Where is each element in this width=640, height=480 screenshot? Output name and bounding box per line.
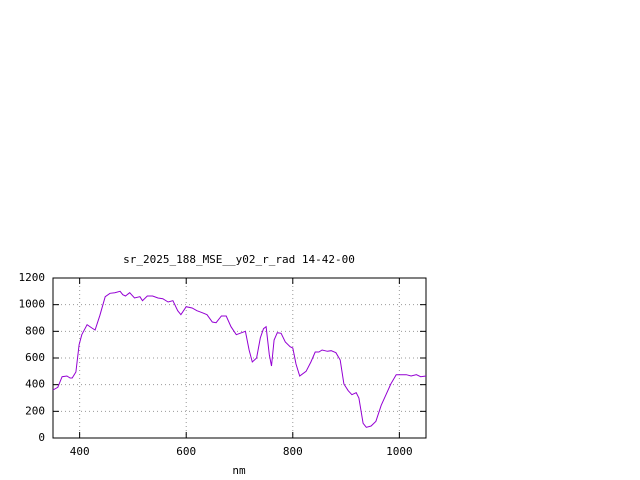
y-tick-label: 600 (25, 351, 45, 364)
chart-title: sr_2025_188_MSE__y02_r_rad 14-42-00 (123, 253, 355, 266)
y-tick-label: 400 (25, 378, 45, 391)
y-tick-label: 1200 (19, 271, 46, 284)
data-line (52, 290, 427, 428)
y-tick-label: 0 (38, 431, 45, 444)
x-tick-label: 400 (70, 445, 90, 458)
y-tick-label: 800 (25, 324, 45, 337)
plot-frame (52, 277, 427, 439)
x-axis-label: nm (232, 464, 246, 477)
x-tick-label: 800 (283, 445, 303, 458)
y-tick-label: 200 (25, 404, 45, 417)
x-tick-label: 1000 (386, 445, 413, 458)
x-tick-label: 600 (176, 445, 196, 458)
y-tick-label: 1000 (19, 298, 46, 311)
